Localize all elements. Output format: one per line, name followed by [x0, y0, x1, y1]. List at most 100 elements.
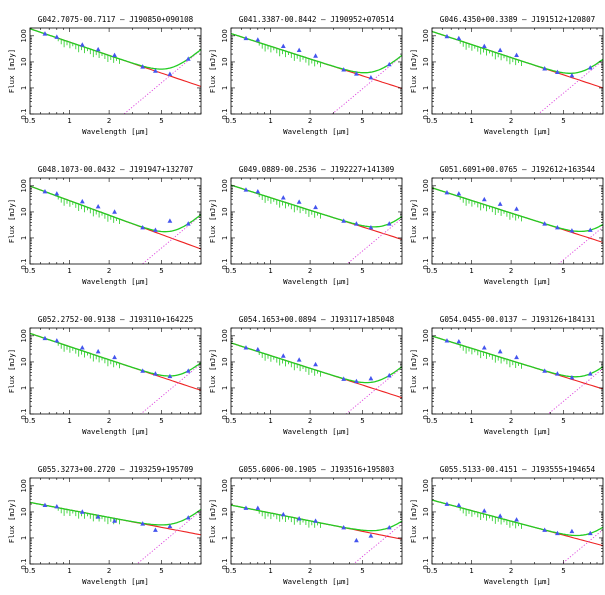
observed-point	[255, 189, 261, 194]
sed-panel: G042.7075-00.7117 — J190850+090108 0.5 1 2 5…	[7, 15, 202, 136]
dust-excess-curve	[123, 49, 201, 114]
model-spectral-features	[258, 194, 321, 219]
y-tick-label: 10	[20, 507, 28, 516]
observed-point	[280, 511, 286, 517]
y-axis-label: Flux [mJy]	[7, 499, 16, 544]
x-tick-label: 5	[360, 267, 364, 275]
y-axis-label: Flux [mJy]	[208, 499, 217, 544]
y-axis-label: Flux [mJy]	[409, 49, 418, 94]
x-tick-label: 0.5	[24, 417, 35, 425]
observed-point	[456, 191, 462, 196]
y-tick-label: 0.1	[20, 258, 28, 269]
x-tick-label: 2	[107, 567, 111, 575]
y-tick-label: 1	[422, 86, 430, 90]
y-tick-label: 0.1	[20, 108, 28, 119]
y-tick-label: 0.1	[20, 408, 28, 419]
y-tick-label: 0.1	[20, 558, 28, 569]
x-tick-label: 2	[107, 267, 111, 275]
observed-point	[95, 203, 101, 209]
sed-panel: G049.0889-00.2536 — J192227+141309 0.5 1 2 5…	[208, 165, 403, 286]
observed-point	[481, 345, 487, 350]
sed-panel: G048.1073-00.0432 — J191947+132707 0.5 1 2 5…	[7, 165, 202, 286]
model-spectral-features	[258, 352, 321, 377]
observed-point	[280, 43, 286, 49]
y-tick-label: 10	[422, 357, 430, 366]
observed-point	[569, 374, 575, 380]
observed-point	[555, 224, 560, 230]
plot-frame	[431, 177, 604, 265]
model-spectral-features	[459, 344, 522, 369]
observed-point	[54, 191, 60, 196]
sed-panel: G046.4350+00.3389 — J191512+120807 0.5 1 2 5…	[409, 15, 604, 136]
observed-point	[112, 52, 117, 58]
observed-point	[42, 31, 48, 36]
observed-point	[280, 353, 286, 358]
sed-panel: G041.3387-00.8442 — J190952+070514 0.5 1 2 5…	[208, 15, 403, 136]
observed-point	[341, 524, 347, 530]
y-tick-label: 1	[221, 386, 229, 390]
observed-point	[54, 34, 60, 39]
observed-point	[497, 201, 503, 206]
dust-excess-curve	[331, 55, 402, 114]
observed-point	[95, 514, 101, 519]
axis-ticks	[431, 477, 604, 565]
y-axis-label: Flux [mJy]	[208, 349, 217, 394]
axis-ticks	[431, 327, 604, 415]
observed-point	[296, 199, 302, 204]
x-axis-label: Wavelength [μm]	[82, 577, 149, 586]
x-tick-label: 5	[360, 117, 364, 125]
plot-area	[30, 332, 201, 414]
observed-point	[354, 221, 359, 226]
observed-point	[341, 67, 347, 72]
axis-ticks	[29, 327, 202, 415]
axis-ticks	[230, 477, 403, 565]
observed-point	[185, 515, 191, 520]
dust-excess-curve	[136, 510, 201, 564]
observed-point	[481, 43, 487, 49]
observed-point	[514, 354, 519, 360]
observed-point	[542, 221, 548, 226]
observed-point	[444, 33, 450, 39]
y-tick-label: 10	[221, 357, 229, 366]
observed-point	[243, 505, 249, 510]
plot-frame	[29, 327, 202, 415]
observed-point	[54, 503, 60, 509]
x-axis-label: Wavelength [μm]	[283, 277, 350, 286]
observed-point	[368, 533, 374, 538]
plot-area	[231, 504, 402, 564]
dust-excess-curve	[345, 367, 402, 414]
observed-point	[587, 227, 593, 232]
y-tick-label: 1	[422, 536, 430, 540]
sed-panel: G054.1653+00.0894 — J193117+185048 0.5 1 2 5…	[208, 315, 403, 436]
plot-area	[432, 335, 603, 414]
plot-frame	[29, 27, 202, 115]
axis-ticks	[29, 177, 202, 265]
x-tick-label: 2	[308, 117, 312, 125]
y-tick-label: 10	[422, 507, 430, 516]
observed-point	[140, 224, 146, 230]
observed-point	[587, 371, 593, 376]
observed-point	[255, 505, 261, 510]
x-tick-label: 5	[561, 117, 565, 125]
plot-frame	[230, 477, 403, 565]
observed-point	[243, 187, 249, 192]
observed-point	[140, 368, 146, 373]
y-tick-label: 10	[221, 507, 229, 516]
model-spectral-features	[258, 42, 321, 68]
observed-point	[167, 218, 173, 223]
x-tick-label: 2	[308, 267, 312, 275]
x-tick-label: 2	[509, 117, 513, 125]
observed-point	[555, 69, 560, 75]
y-tick-label: 10	[20, 57, 28, 66]
observed-point	[481, 508, 487, 513]
observed-point	[569, 228, 575, 233]
model-total-curve	[432, 30, 603, 74]
dust-excess-curve	[139, 363, 201, 414]
observed-point	[296, 516, 302, 521]
x-tick-label: 0.5	[24, 267, 35, 275]
observed-point	[54, 338, 60, 343]
y-tick-label: 1	[422, 236, 430, 240]
x-tick-label: 0.5	[24, 567, 35, 575]
observed-point	[354, 71, 359, 76]
y-axis-label: Flux [mJy]	[409, 349, 418, 394]
